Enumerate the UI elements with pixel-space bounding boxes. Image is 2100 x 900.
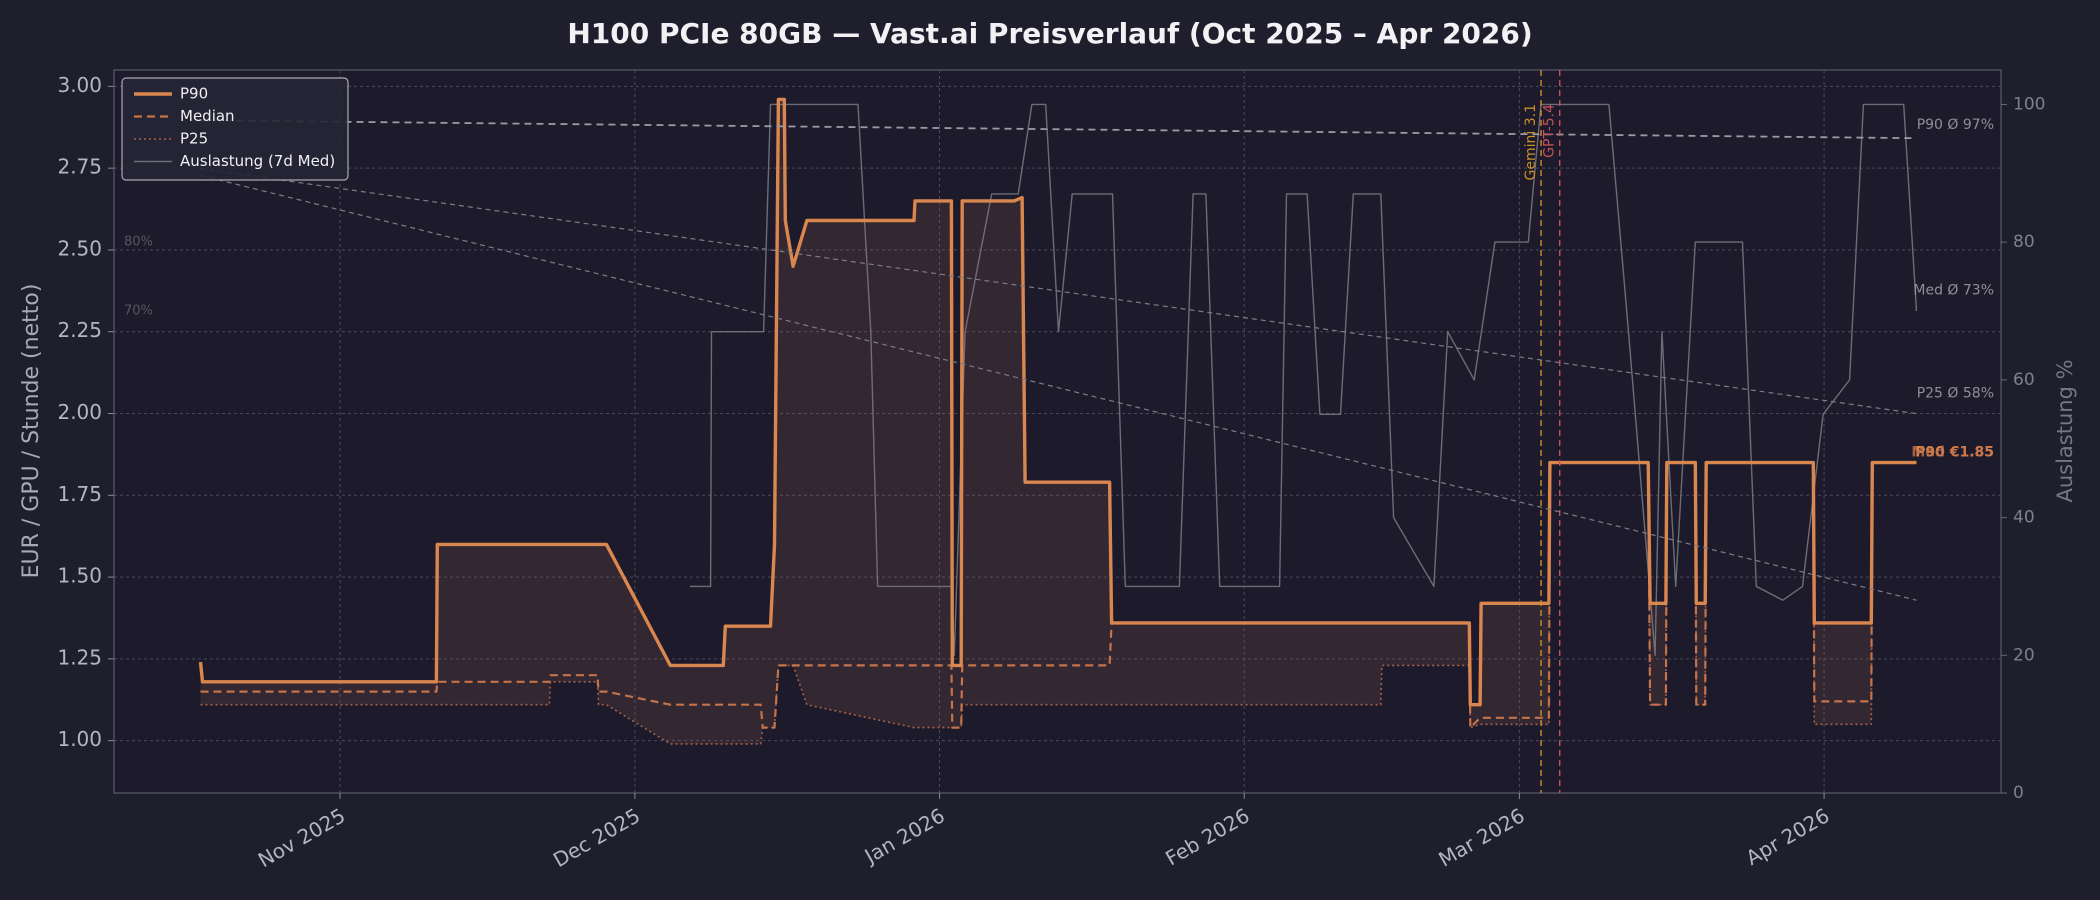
end-label: P90 €1.85 (1915, 445, 1994, 461)
y2-tick-label: 80 (2013, 232, 2035, 252)
y-tick-label: 3.00 (57, 73, 102, 97)
y2-tick-label: 60 (2013, 370, 2035, 390)
ref-label: 70% (124, 304, 153, 319)
legend-label: P25 (180, 130, 208, 148)
end-label: Med €1.85 (1911, 445, 1994, 461)
trend-label: P90 Ø 97% (1917, 117, 1994, 133)
legend-box (121, 77, 349, 181)
y2-tick-label: 20 (2013, 645, 2035, 665)
y-axis-label: EUR / GPU / Stunde (netto) (19, 284, 44, 579)
trend-line (200, 167, 1917, 415)
y-tick-label: 1.75 (57, 482, 102, 506)
y-tick-label: 2.75 (57, 155, 102, 179)
y2-tick-label: 40 (2013, 508, 2035, 528)
plot-area (113, 69, 2002, 794)
legend-label: Auslastung (7d Med) (180, 152, 335, 170)
price-line (198, 97, 1917, 707)
event-label: Gemini 3.1 (1523, 104, 1539, 180)
price-band (200, 99, 1917, 744)
y-tick-label: 1.50 (57, 564, 102, 588)
y-tick-label: 2.25 (57, 318, 102, 342)
y-tick-label: 2.00 (57, 400, 102, 424)
y-tick-label: 2.50 (57, 236, 102, 260)
y2-tick-label: 100 (2013, 94, 2045, 114)
event-label: GPT-5.4 (1542, 104, 1558, 158)
ref-label: 80% (124, 235, 153, 250)
y-tick-label: 1.00 (57, 727, 102, 751)
y-tick-label: 1.25 (57, 645, 102, 669)
trend-label: P25 Ø 58% (1917, 386, 1994, 402)
trend-label: Med Ø 73% (1913, 282, 1994, 298)
y2-tick-label: 0 (2013, 783, 2024, 803)
legend-label: P90 (180, 85, 208, 103)
legend-label: Median (180, 107, 235, 125)
trend-line (200, 119, 1917, 140)
chart-title: H100 PCIe 80GB — Vast.ai Preisverlauf (O… (567, 17, 1532, 50)
y2-axis-label: Auslastung % (2053, 359, 2077, 502)
trend-line (200, 174, 1917, 601)
